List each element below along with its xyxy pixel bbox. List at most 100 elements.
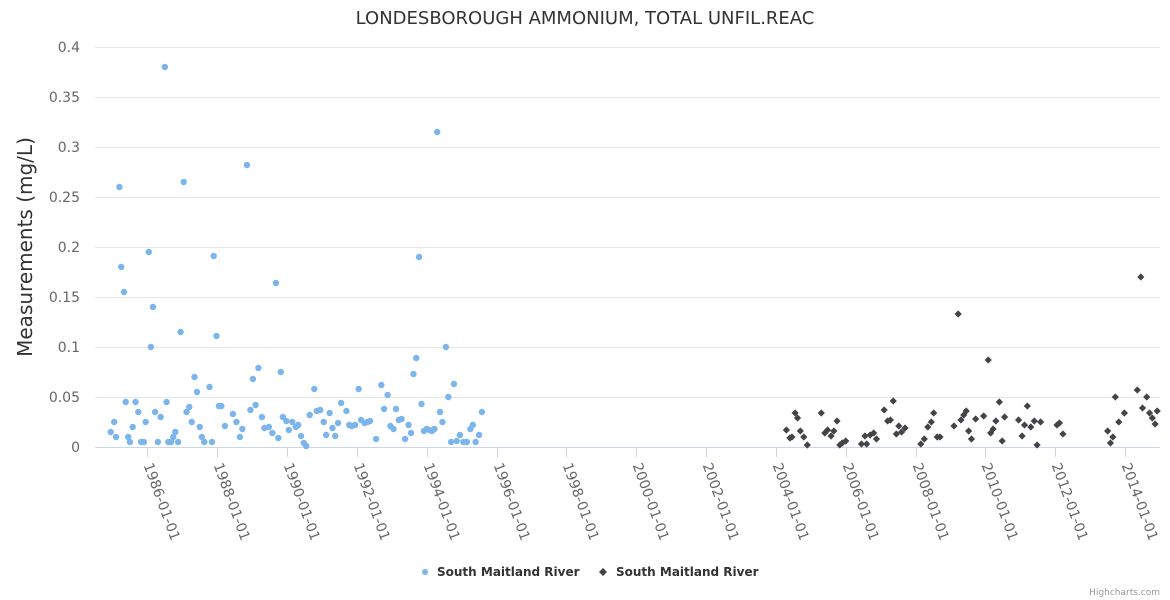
data-point[interactable] [870, 429, 878, 437]
data-point[interactable] [145, 248, 152, 256]
data-point[interactable] [140, 438, 148, 446]
data-point[interactable] [398, 415, 405, 423]
data-point[interactable] [289, 418, 296, 426]
data-point[interactable] [1138, 404, 1147, 412]
data-point[interactable] [1055, 419, 1064, 427]
data-point[interactable] [1018, 432, 1026, 440]
data-point[interactable] [863, 440, 871, 448]
data-point[interactable] [1143, 393, 1151, 401]
data-point[interactable] [112, 433, 120, 441]
data-point[interactable] [895, 422, 903, 430]
data-point[interactable] [275, 434, 282, 442]
data-point[interactable] [380, 405, 388, 413]
data-point[interactable] [800, 433, 808, 441]
data-point[interactable] [170, 433, 177, 441]
data-point[interactable] [1106, 439, 1115, 447]
data-point[interactable] [191, 373, 198, 381]
data-point[interactable] [405, 421, 412, 429]
data-point[interactable] [167, 438, 175, 446]
legend-item-series-1[interactable]: South Maitland River [599, 565, 759, 579]
data-point[interactable] [198, 433, 206, 441]
data-point[interactable] [431, 425, 438, 433]
data-point[interactable] [147, 343, 155, 351]
data-point[interactable] [842, 437, 850, 445]
data-point[interactable] [329, 424, 336, 432]
data-point[interactable] [229, 410, 237, 418]
data-point[interactable] [277, 368, 284, 376]
data-point[interactable] [149, 303, 157, 311]
data-point[interactable] [456, 431, 464, 439]
data-point[interactable] [384, 391, 391, 399]
data-point[interactable] [247, 406, 254, 414]
data-point[interactable] [924, 423, 932, 431]
data-point[interactable] [1145, 409, 1154, 417]
data-point[interactable] [132, 398, 139, 406]
data-point[interactable] [965, 427, 973, 435]
data-point[interactable] [272, 279, 280, 287]
data-point[interactable] [243, 161, 251, 169]
data-point[interactable] [1020, 421, 1029, 429]
data-point[interactable] [208, 438, 216, 446]
data-point[interactable] [334, 419, 342, 427]
data-point[interactable] [188, 418, 195, 426]
data-point[interactable] [984, 356, 992, 364]
data-point[interactable] [788, 433, 796, 441]
data-point[interactable] [827, 432, 835, 440]
data-point[interactable] [239, 425, 246, 433]
data-point[interactable] [936, 433, 944, 441]
data-point[interactable] [880, 406, 888, 414]
data-point[interactable] [154, 438, 162, 446]
data-point[interactable] [901, 424, 909, 432]
data-point[interactable] [1120, 409, 1128, 417]
data-point[interactable] [392, 405, 400, 413]
data-point[interactable] [124, 433, 132, 441]
data-point[interactable] [332, 432, 339, 440]
data-point[interactable] [821, 429, 829, 437]
data-point[interactable] [355, 385, 362, 393]
data-point[interactable] [782, 426, 790, 434]
data-point[interactable] [107, 428, 114, 436]
data-point[interactable] [213, 332, 220, 340]
data-point[interactable] [311, 385, 318, 393]
data-point[interactable] [117, 263, 125, 271]
data-point[interactable] [390, 425, 397, 433]
data-point[interactable] [255, 364, 262, 372]
data-point[interactable] [1153, 407, 1161, 415]
data-point[interactable] [221, 422, 229, 430]
data-point[interactable] [927, 418, 935, 426]
data-point[interactable] [183, 408, 190, 416]
data-point[interactable] [418, 400, 425, 408]
data-point[interactable] [857, 440, 866, 448]
data-point[interactable] [236, 433, 244, 441]
data-point[interactable] [898, 428, 906, 436]
data-point[interactable] [366, 417, 374, 425]
data-point[interactable] [892, 430, 900, 438]
data-point[interactable] [886, 416, 895, 424]
data-point[interactable] [285, 426, 292, 434]
data-point[interactable] [326, 409, 333, 417]
data-point[interactable] [174, 438, 182, 446]
data-point[interactable] [1033, 441, 1041, 449]
data-point[interactable] [258, 413, 266, 421]
data-point[interactable] [823, 426, 832, 434]
data-point[interactable] [980, 412, 988, 420]
data-point[interactable] [1027, 423, 1035, 431]
data-point[interactable] [1059, 430, 1067, 438]
data-point[interactable] [992, 417, 1000, 425]
data-point[interactable] [126, 438, 134, 446]
data-point[interactable] [453, 437, 460, 445]
data-point[interactable] [206, 383, 213, 391]
data-point[interactable] [196, 423, 203, 431]
data-point[interactable] [1104, 427, 1112, 435]
data-point[interactable] [830, 427, 838, 435]
data-point[interactable] [413, 354, 420, 362]
data-point[interactable] [172, 428, 179, 436]
data-point[interactable] [950, 422, 958, 430]
data-point[interactable] [252, 401, 259, 409]
data-point[interactable] [322, 431, 330, 439]
data-point[interactable] [889, 397, 897, 405]
data-point[interactable] [303, 442, 310, 450]
data-point[interactable] [193, 388, 201, 396]
data-point[interactable] [433, 128, 441, 136]
data-point[interactable] [269, 429, 276, 437]
